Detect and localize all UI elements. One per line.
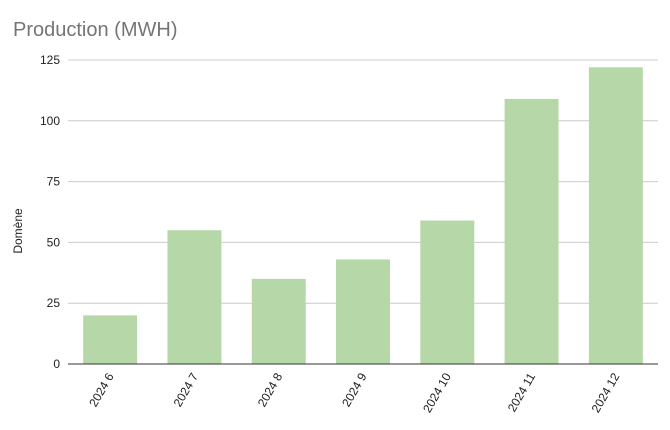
y-tick-label: 125	[40, 53, 60, 67]
bar-2024-10	[420, 220, 475, 364]
y-tick-label: 0	[53, 357, 60, 371]
bar-2024-12	[588, 67, 643, 365]
x-tick-label: 2024 10	[420, 370, 454, 415]
y-tick-labels: 0 25 50 75 100 125	[40, 53, 60, 371]
x-tick-label: 2024 11	[505, 370, 539, 414]
x-tick-label: 2024 7	[171, 370, 202, 409]
y-tick-label: 50	[47, 235, 61, 249]
x-tick-label: 2024 9	[339, 370, 370, 409]
y-tick-label: 100	[40, 114, 60, 128]
bar-2024-9	[336, 259, 390, 364]
y-tick-label: 75	[47, 175, 61, 189]
bar-2024-11	[504, 98, 559, 365]
bars	[83, 67, 643, 365]
bar-2024-6	[83, 315, 138, 364]
x-tick-label: 2024 8	[255, 370, 286, 409]
y-tick-label: 25	[47, 296, 61, 310]
bar-2024-7	[167, 230, 222, 364]
x-tick-labels: 2024 6 2024 7 2024 8 2024 9 2024 10 2024 11 20…	[86, 370, 622, 415]
x-tick-label: 2024 6	[86, 370, 117, 409]
x-tick-label: 2024 12	[589, 370, 623, 415]
y-axis-title: Domène	[11, 208, 25, 254]
bar-2024-8	[251, 278, 306, 364]
chart-title: Production (MWH)	[13, 19, 178, 41]
